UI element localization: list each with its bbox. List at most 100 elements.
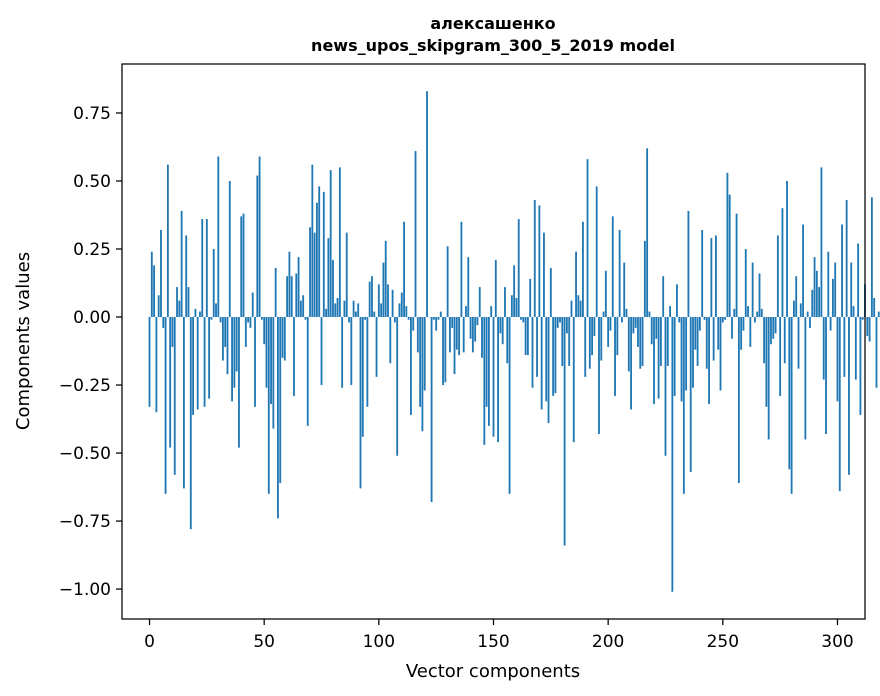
bar xyxy=(162,317,165,328)
bar xyxy=(217,156,220,318)
bar xyxy=(293,317,295,396)
bar xyxy=(302,295,305,318)
bar xyxy=(841,224,843,318)
bar xyxy=(854,317,857,380)
bar xyxy=(600,317,603,361)
bar xyxy=(435,317,438,331)
bar xyxy=(845,200,848,318)
bar xyxy=(655,317,658,339)
bar xyxy=(210,317,213,320)
bar xyxy=(437,317,440,320)
bar xyxy=(598,317,600,434)
bar xyxy=(515,297,518,318)
bar xyxy=(325,308,328,318)
bar xyxy=(359,317,362,489)
bar xyxy=(698,317,701,331)
x-tick-label: 300 xyxy=(821,632,853,652)
x-tick-label: 150 xyxy=(477,632,509,652)
x-tick-label: 200 xyxy=(592,632,624,652)
bar xyxy=(444,317,447,383)
bar xyxy=(226,317,229,375)
bar xyxy=(756,311,759,318)
bar xyxy=(676,284,678,318)
bar xyxy=(171,317,174,347)
bar xyxy=(478,287,481,318)
bar xyxy=(744,249,747,318)
bar xyxy=(786,180,788,318)
y-tick-label: 0.25 xyxy=(73,240,111,260)
bar xyxy=(352,300,355,318)
bar xyxy=(536,317,538,377)
bar xyxy=(749,317,752,347)
bar xyxy=(559,317,561,323)
bar xyxy=(522,317,525,323)
bar xyxy=(554,317,557,394)
bar xyxy=(866,317,869,337)
bar xyxy=(818,287,821,318)
chart-title: алексашенко xyxy=(430,14,555,33)
bar xyxy=(366,317,369,407)
x-axis: 0 50 100 150 200 250 300 xyxy=(144,619,854,652)
bar xyxy=(373,311,376,318)
bar xyxy=(721,317,724,323)
bar xyxy=(517,219,520,318)
bar xyxy=(781,208,784,318)
bar xyxy=(671,317,674,592)
bar xyxy=(795,276,798,318)
y-tick-label: 0.00 xyxy=(73,308,111,328)
bar xyxy=(155,317,158,413)
bar xyxy=(579,300,582,318)
bar xyxy=(717,317,720,350)
bar xyxy=(673,317,676,396)
bar xyxy=(804,317,807,440)
bar xyxy=(506,317,509,364)
bar xyxy=(664,317,667,456)
x-tick-label: 100 xyxy=(363,632,395,652)
bar xyxy=(403,221,405,318)
bar xyxy=(414,151,417,318)
bar xyxy=(754,317,756,323)
x-tick-label: 50 xyxy=(253,632,275,652)
bar xyxy=(538,205,541,318)
bar xyxy=(244,317,247,347)
bar xyxy=(685,317,688,391)
bar xyxy=(669,306,671,318)
bar xyxy=(494,259,497,318)
bar xyxy=(547,317,550,424)
bar xyxy=(208,317,211,399)
bar xyxy=(474,317,477,342)
x-tick-label: 250 xyxy=(707,632,739,652)
bar xyxy=(513,265,516,318)
bar xyxy=(465,306,467,318)
bar xyxy=(526,317,529,356)
y-tick-label: 0.75 xyxy=(73,104,111,124)
bar xyxy=(258,156,261,318)
bar xyxy=(735,213,738,318)
bar xyxy=(788,317,791,470)
bar xyxy=(350,317,353,386)
bar xyxy=(836,317,839,402)
bar xyxy=(694,317,697,350)
bar xyxy=(451,317,454,328)
bar xyxy=(742,317,745,331)
bar xyxy=(384,240,387,318)
bar xyxy=(857,243,860,318)
bar xyxy=(783,317,786,364)
bar xyxy=(313,232,316,318)
bar xyxy=(157,295,160,318)
bar xyxy=(524,317,527,356)
bar xyxy=(377,284,380,318)
bar xyxy=(286,276,289,318)
y-axis-label: Components values xyxy=(13,252,34,430)
bar xyxy=(763,317,766,364)
bar xyxy=(329,170,332,318)
bar xyxy=(166,164,169,318)
bar xyxy=(877,311,880,318)
bar xyxy=(492,317,495,437)
bar xyxy=(499,317,502,334)
bar xyxy=(178,300,181,318)
bar xyxy=(813,257,816,318)
bar xyxy=(421,317,424,432)
bar xyxy=(662,276,665,318)
bar xyxy=(476,317,479,326)
